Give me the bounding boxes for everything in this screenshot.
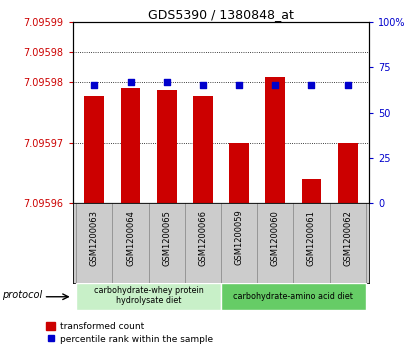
- Text: GSM1200062: GSM1200062: [343, 210, 352, 266]
- Point: [236, 82, 242, 88]
- Point: [200, 82, 206, 88]
- Bar: [265, 77, 285, 203]
- Bar: [121, 88, 140, 203]
- Text: GSM1200061: GSM1200061: [307, 210, 316, 266]
- Text: carbohydrate-amino acid diet: carbohydrate-amino acid diet: [233, 292, 353, 301]
- Text: GSM1200064: GSM1200064: [126, 210, 135, 266]
- Legend: transformed count, percentile rank within the sample: transformed count, percentile rank withi…: [46, 322, 212, 344]
- Point: [127, 79, 134, 85]
- Text: GSM1200060: GSM1200060: [271, 210, 280, 266]
- Title: GDS5390 / 1380848_at: GDS5390 / 1380848_at: [148, 8, 294, 21]
- Bar: [84, 95, 104, 203]
- Text: GSM1200063: GSM1200063: [90, 210, 99, 266]
- Bar: [76, 283, 221, 310]
- Text: GSM1200065: GSM1200065: [162, 210, 171, 266]
- Bar: [229, 143, 249, 203]
- Text: carbohydrate-whey protein
hydrolysate diet: carbohydrate-whey protein hydrolysate di…: [94, 286, 203, 305]
- Bar: [157, 90, 177, 203]
- Bar: [338, 143, 358, 203]
- Point: [308, 82, 315, 88]
- Text: GSM1200066: GSM1200066: [198, 210, 208, 266]
- Bar: [221, 283, 366, 310]
- Text: protocol: protocol: [2, 290, 42, 301]
- Point: [164, 79, 170, 85]
- Bar: [302, 179, 321, 203]
- Bar: [193, 95, 213, 203]
- Point: [272, 82, 278, 88]
- Point: [344, 82, 351, 88]
- Point: [91, 82, 98, 88]
- Text: GSM1200059: GSM1200059: [234, 210, 244, 265]
